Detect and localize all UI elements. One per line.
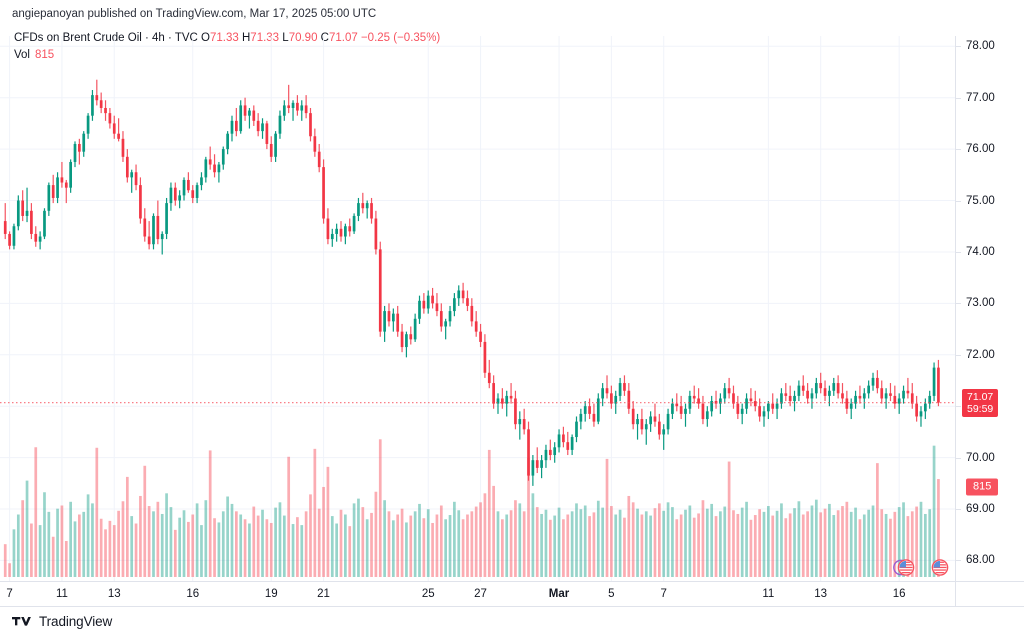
time-tick: 13: [814, 588, 828, 600]
candlestick-svg: [0, 36, 955, 581]
price-tick: 75.00: [966, 194, 995, 207]
legend-close-label: C: [320, 32, 329, 44]
time-tick: 7: [6, 588, 13, 600]
time-tick: 25: [421, 588, 435, 600]
price-tick: 78.00: [966, 40, 995, 53]
legend-volume-value: 815: [35, 49, 55, 61]
legend-ohlc-row[interactable]: CFDs on Brent Crude Oil · 4h · TVC O71.3…: [14, 31, 440, 46]
price-tick: 77.00: [966, 91, 995, 104]
legend-change: −0.25 (−0.35%): [360, 32, 441, 44]
price-tick-mark: [956, 560, 961, 562]
attribution-text: angiepanoyan published on TradingView.co…: [12, 8, 377, 20]
price-tick-mark: [956, 354, 961, 356]
time-tick: 11: [762, 588, 775, 600]
candlesticks: [3, 79, 940, 486]
price-tick-mark: [956, 303, 961, 305]
legend-open-value: 71.33: [210, 32, 239, 44]
time-tick: 16: [186, 588, 200, 600]
legend-open-label: O: [201, 32, 210, 44]
time-tick: 27: [474, 588, 487, 600]
chart-legend: CFDs on Brent Crude Oil · 4h · TVC O71.3…: [14, 31, 440, 63]
legend-volume-label: Vol: [14, 49, 30, 61]
price-tick-mark: [956, 46, 961, 48]
price-tick: 69.00: [966, 503, 995, 516]
legend-low-value: 70.90: [288, 32, 318, 44]
time-tick: 11: [55, 588, 68, 600]
volume-badge[interactable]: 815: [966, 478, 999, 496]
time-axis[interactable]: 7 11 13 16 19 21 25 27 Mar 5 7 11 13 16: [0, 581, 955, 607]
price-tick-mark: [956, 200, 961, 202]
price-tick: 68.00: [966, 554, 995, 567]
legend-high-label: H: [241, 32, 251, 44]
volume-bars: [3, 439, 940, 577]
price-tick-mark: [956, 406, 961, 408]
gridlines: [0, 36, 955, 581]
price-tick-mark: [956, 457, 961, 459]
tradingview-logo-icon: [12, 616, 31, 626]
price-tick-mark: [956, 251, 961, 253]
price-tick: 74.00: [966, 245, 995, 258]
time-tick: Mar: [548, 588, 570, 600]
current-price-value: 71.07: [967, 390, 994, 403]
legend-high-value: 71.33: [250, 32, 280, 44]
legend-volume-row[interactable]: Vol 815: [14, 48, 440, 63]
chart-plot-area[interactable]: [0, 36, 955, 581]
economic-event-flag-icon-highlighted[interactable]: [893, 557, 915, 584]
time-tick: 21: [317, 588, 330, 600]
price-tick-mark: [956, 149, 961, 151]
legend-symbol[interactable]: CFDs on Brent Crude Oil · 4h · TVC: [14, 32, 198, 44]
legend-close-value: 71.07: [328, 32, 358, 44]
time-tick: 13: [107, 588, 121, 600]
time-tick: 19: [264, 588, 278, 600]
legend-low-label: L: [282, 32, 289, 44]
price-tick: 72.00: [966, 348, 995, 361]
time-tick: 5: [608, 588, 615, 600]
price-axis[interactable]: 78.0077.0076.0075.0074.0073.0072.0071.00…: [955, 36, 1024, 581]
price-tick: 76.00: [966, 143, 995, 156]
time-tick: 7: [660, 588, 667, 600]
current-price-badge[interactable]: 71.07 59:59: [962, 388, 999, 417]
economic-event-flag-icon[interactable]: [927, 557, 949, 584]
price-tick-mark: [956, 509, 961, 511]
bar-countdown: 59:59: [967, 402, 994, 415]
tradingview-brand-name: TradingView: [39, 614, 113, 629]
price-tick: 73.00: [966, 297, 995, 310]
time-axis-corner: [955, 581, 1024, 607]
time-tick: 16: [892, 588, 906, 600]
price-tick: 70.00: [966, 451, 995, 464]
footer-branding: TradingView: [12, 614, 112, 629]
price-tick-mark: [956, 97, 961, 99]
